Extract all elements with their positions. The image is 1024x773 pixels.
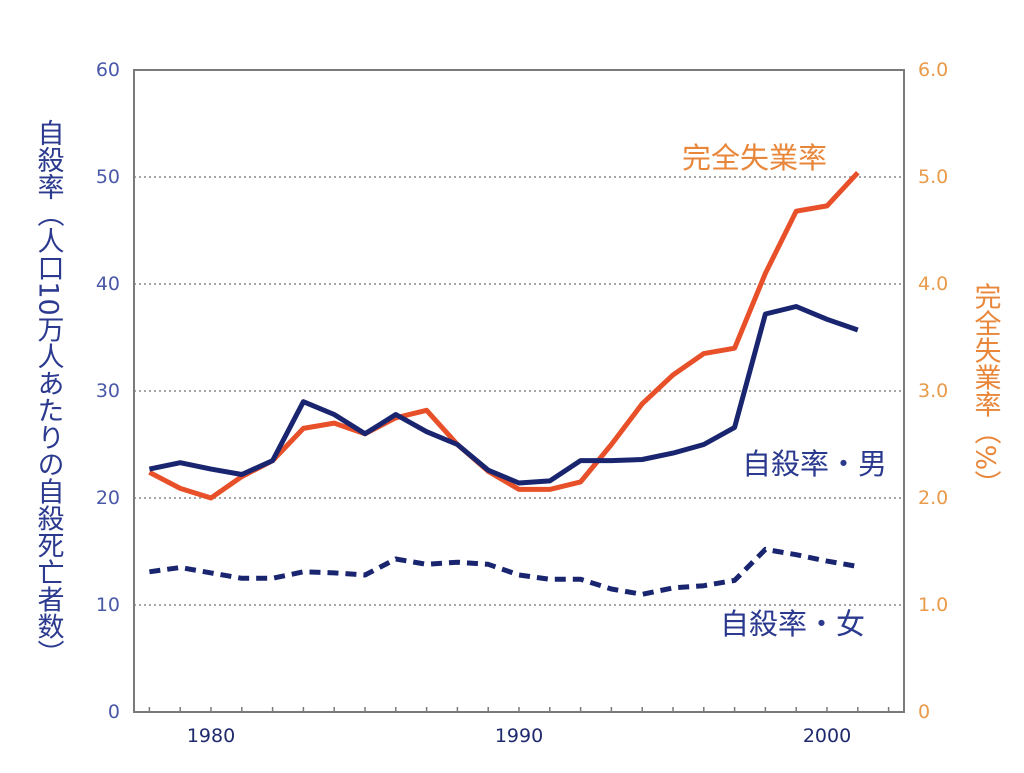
x-tick-label: 1990 bbox=[495, 725, 543, 747]
y-left-tick-label: 60 bbox=[96, 59, 120, 81]
y-left-tick-label: 0 bbox=[108, 701, 120, 723]
y-left-tick-label: 10 bbox=[96, 594, 120, 616]
y-left-axis-title: 自殺率（人口10万人あたりの自殺死亡者数） bbox=[33, 119, 65, 667]
y-left-tick-label: 30 bbox=[96, 380, 120, 402]
series-line-1 bbox=[148, 304, 859, 486]
x-tick-marks bbox=[148, 707, 890, 712]
y-right-tick-label: 1.0 bbox=[918, 594, 948, 616]
tick-labels: 0 10 20 30 40 50 60 0 1.0 2.0 3.0 4.0 5.0 6.0 1980 1990… bbox=[96, 59, 948, 747]
x-tick-label: 2000 bbox=[803, 725, 851, 747]
y-right-tick-label: 4.0 bbox=[918, 273, 948, 295]
x-tick-label: 1980 bbox=[187, 725, 235, 747]
y-left-tick-label: 20 bbox=[96, 487, 120, 509]
series-label-suicide-male: 自殺率・男 bbox=[742, 447, 887, 481]
y-left-tick-label: 40 bbox=[96, 273, 120, 295]
y-right-tick-label: 5.0 bbox=[918, 166, 948, 188]
grid-lines bbox=[134, 176, 904, 606]
y-right-tick-label: 0 bbox=[918, 701, 930, 723]
y-left-tick-label: 50 bbox=[96, 166, 120, 188]
series-label-suicide-female: 自殺率・女 bbox=[720, 607, 865, 641]
series-line-2 bbox=[149, 546, 859, 597]
series-label-unemployment: 完全失業率 bbox=[682, 141, 827, 175]
y-right-tick-label: 6.0 bbox=[918, 59, 948, 81]
y-right-tick-label: 3.0 bbox=[918, 380, 948, 402]
y-right-tick-label: 2.0 bbox=[918, 487, 948, 509]
y-right-axis-title: 完全失業率（%） bbox=[970, 282, 1002, 497]
series-layer bbox=[148, 170, 860, 597]
